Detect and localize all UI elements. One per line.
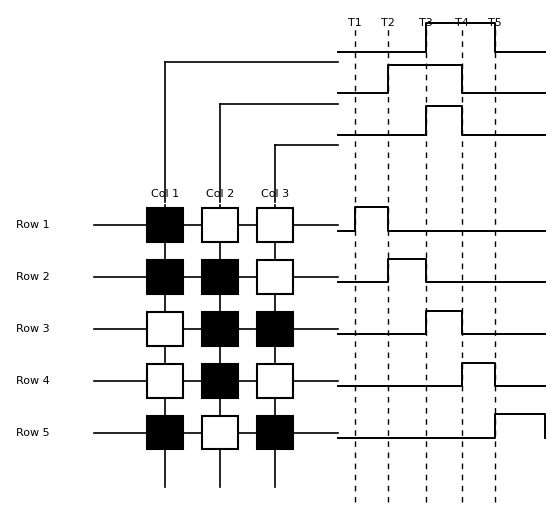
Text: Row 1: Row 1 — [16, 220, 50, 231]
Text: Col 3: Col 3 — [261, 190, 289, 199]
Text: Col 1: Col 1 — [151, 190, 179, 199]
Text: Row 4: Row 4 — [16, 376, 50, 386]
Bar — [202, 364, 238, 398]
Text: T2: T2 — [381, 18, 395, 28]
Text: T5: T5 — [488, 18, 502, 28]
Text: T3: T3 — [419, 18, 433, 28]
Text: Row 5: Row 5 — [16, 427, 50, 438]
Bar — [147, 415, 183, 449]
Text: T4: T4 — [455, 18, 469, 28]
Text: T1: T1 — [348, 18, 362, 28]
Bar — [147, 312, 183, 346]
Bar — [147, 364, 183, 398]
Bar — [257, 364, 293, 398]
Bar — [202, 312, 238, 346]
Bar — [257, 312, 293, 346]
Text: Col 2: Col 2 — [206, 190, 234, 199]
Bar — [202, 209, 238, 242]
Bar — [147, 209, 183, 242]
Bar — [257, 415, 293, 449]
Bar — [257, 209, 293, 242]
Text: Row 3: Row 3 — [16, 324, 50, 334]
Text: Row 2: Row 2 — [16, 272, 50, 282]
Bar — [202, 260, 238, 294]
Bar — [147, 260, 183, 294]
Bar — [202, 415, 238, 449]
Bar — [257, 260, 293, 294]
